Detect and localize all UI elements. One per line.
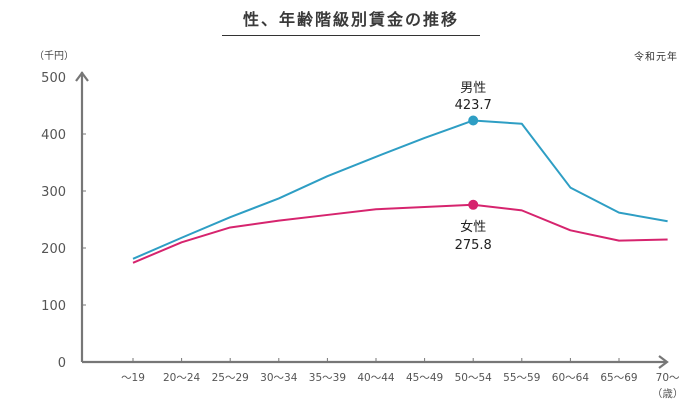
male-annotation-label: 男性 xyxy=(460,81,486,96)
y-axis-arrow-icon xyxy=(75,71,89,82)
chart-title: 性、年齢階級別賃金の推移 xyxy=(222,6,480,36)
x-tick-label: 70～ xyxy=(656,372,680,384)
female-annotation-value: 275.8 xyxy=(455,238,492,253)
x-tick-label: 30～34 xyxy=(260,372,298,384)
y-unit-label: （千円） xyxy=(34,51,74,62)
y-tick-label: 400 xyxy=(41,128,66,143)
x-tick-label: ～19 xyxy=(121,372,145,384)
y-tick-label: 200 xyxy=(41,242,66,257)
peak-marker-male xyxy=(468,115,479,126)
y-tick-label: 300 xyxy=(41,185,66,200)
x-tick-label: 60～64 xyxy=(552,372,590,384)
x-tick-label: 25～29 xyxy=(212,372,249,384)
x-tick-label: 55～59 xyxy=(503,372,540,384)
y-tick-label: 500 xyxy=(41,71,66,86)
y-tick-label: 100 xyxy=(41,299,66,314)
male-annotation-value: 423.7 xyxy=(455,98,492,113)
peak-marker-female xyxy=(468,199,479,210)
x-tick-label: 65～69 xyxy=(600,372,637,384)
x-tick-label: 45～49 xyxy=(406,372,443,384)
x-tick-label: 50～54 xyxy=(455,372,493,384)
series-line-male xyxy=(132,119,668,260)
x-tick-label: 20～24 xyxy=(163,372,201,384)
series-line-female xyxy=(132,203,668,264)
y-tick-label: 0 xyxy=(58,356,66,371)
x-tick-label: 35～39 xyxy=(309,372,346,384)
x-tick-label: 40～44 xyxy=(357,372,395,384)
x-unit-label: （歳） xyxy=(652,388,684,400)
female-annotation-label: 女性 xyxy=(460,219,486,235)
era-label: 令和元年 xyxy=(634,52,678,63)
x-axis-arrow-icon xyxy=(658,355,669,369)
